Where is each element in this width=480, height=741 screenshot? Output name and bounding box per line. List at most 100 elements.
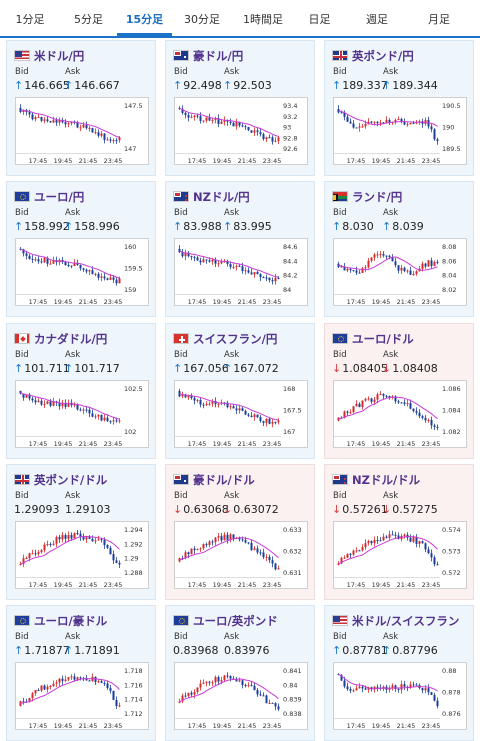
candle-body	[208, 681, 211, 683]
rate-card[interactable]: 英ポンド/ドル Bid Ask 1.29093 1.29103 17:45 19:45 21:…	[6, 464, 156, 600]
price-chart[interactable]: 17:45 19:45 21:45 23:45 0.633 0.632 0.631	[174, 521, 308, 589]
x-tick-label: 21:45	[79, 157, 98, 165]
price-chart[interactable]: 17:45 19:45 21:45 23:45 8.08 8.06 8.04 8.02	[333, 238, 467, 306]
candle-body	[265, 277, 268, 279]
candle-body	[277, 706, 280, 710]
pair-name[interactable]: 豪ドル/ドル	[193, 473, 255, 487]
bid-label: Bid	[333, 491, 347, 501]
price-chart[interactable]: 17:45 19:45 21:45 23:45 0.574 0.573 0.572	[333, 521, 467, 589]
up-arrow-icon: ↑	[64, 362, 74, 375]
candle-body	[220, 680, 223, 682]
rate-card[interactable]: ユーロ/円 Bid Ask ↑158.992 ↑158.996 17:45 19:45 21:…	[6, 181, 156, 317]
pair-name[interactable]: 豪ドル/円	[193, 49, 244, 63]
ask-label: Ask	[383, 632, 399, 642]
candle-body	[352, 690, 355, 692]
price-chart[interactable]: 17:45 19:45 21:45 23:45 93.4 93.2 93 92.8 92.6	[174, 97, 308, 165]
price-chart[interactable]: 17:45 19:45 21:45 23:45 168 167.5 167	[174, 380, 308, 448]
price-chart[interactable]: 17:45 19:45 21:45 23:45 1.294 1.292 1.29 1.288	[15, 521, 149, 589]
x-tick-label: 23:45	[104, 581, 123, 589]
candle-body	[208, 541, 211, 545]
price-chart[interactable]: 17:45 19:45 21:45 23:45 190.5 190 189.5	[333, 97, 467, 165]
rate-card[interactable]: 英ポンド/円 Bid Ask ↑189.337 ↑189.344 17:45 19:45 21…	[324, 40, 474, 176]
candle-body	[235, 122, 238, 127]
rate-card[interactable]: ユーロ/ドル Bid Ask ↓1.08405 ↓1.08408 17:45 19:45 21…	[324, 323, 474, 459]
tab-5[interactable]: 1時間足	[243, 13, 283, 26]
pair-name[interactable]: スイスフラン/円	[193, 332, 278, 346]
rate-card[interactable]: スイスフラン/円 Bid Ask ↑167.056 ↑167.072 17:45 19:45…	[165, 323, 315, 459]
price-chart[interactable]: 17:45 19:45 21:45 23:45 1.718 1.716 1.714 1.712	[15, 662, 149, 730]
rate-card[interactable]: 米ドル/円 Bid Ask ↑146.665 ↑146.667 17:45 19:45 21:…	[6, 40, 156, 176]
rate-card[interactable]: 豪ドル/円 Bid Ask ↑92.498 ↑92.503 17:45 19:45 21:45…	[165, 40, 315, 176]
pair-name[interactable]: 英ポンド/ドル	[34, 473, 108, 487]
rate-card[interactable]: 豪ドル/ドル Bid Ask ↓0.63068 ↓0.63072 17:45 19:45 21…	[165, 464, 315, 600]
price-chart[interactable]: 17:45 19:45 21:45 23:45 84.6 84.4 84.2 84	[174, 238, 308, 306]
pair-name[interactable]: ユーロ/円	[34, 190, 85, 204]
up-arrow-icon: ↑	[14, 220, 24, 233]
ask-number: 0.87796	[392, 644, 438, 657]
candle-body	[43, 685, 46, 690]
rate-card[interactable]: NZドル/ドル Bid Ask ↓0.57261 ↓0.57275 17:45 19:45 2…	[324, 464, 474, 600]
candle-body	[52, 260, 55, 264]
rate-card[interactable]: ランド/円 Bid Ask ↑8.030 ↑8.039 17:45 19:45 21:45 23…	[324, 181, 474, 317]
candle-body	[271, 702, 274, 704]
candlestick-chart: 17:45 19:45 21:45 23:45 0.88 0.878 0.876	[334, 667, 461, 730]
pair-name[interactable]: 英ポンド/円	[352, 49, 414, 63]
candle-body	[244, 540, 247, 543]
candle-body	[79, 533, 82, 538]
x-tick-label: 21:45	[397, 722, 416, 730]
price-chart[interactable]: 17:45 19:45 21:45 23:45 0.88 0.878 0.876	[333, 662, 467, 730]
bid-number: 167.056	[183, 362, 229, 375]
pair-name[interactable]: NZドル/円	[193, 190, 250, 204]
tab-3[interactable]: 15分足	[117, 0, 172, 36]
candle-body	[349, 689, 352, 691]
price-chart[interactable]: 17:45 19:45 21:45 23:45 160 159.5 159	[15, 238, 149, 306]
pair-name[interactable]: ユーロ/豪ドル	[34, 614, 108, 628]
candle-body	[187, 395, 190, 398]
tab-2[interactable]: 5分足	[74, 13, 103, 26]
price-chart[interactable]: 17:45 19:45 21:45 23:45 0.841 0.84 0.839 0.838	[174, 662, 308, 730]
pair-name[interactable]: カナダドル/円	[34, 332, 108, 346]
candle-body	[37, 259, 40, 262]
tab-7[interactable]: 週足	[366, 13, 388, 26]
rate-card[interactable]: 米ドル/スイスフラン Bid Ask ↑0.87781 ↑0.87796 17:45 19:…	[324, 605, 474, 741]
ask-number: 189.344	[392, 79, 438, 92]
candle-body	[256, 414, 259, 418]
rate-card[interactable]: ユーロ/豪ドル Bid Ask ↑1.71877 ↑1.71891 17:45 19:45 2…	[6, 605, 156, 741]
candle-body	[262, 134, 265, 140]
pair-name[interactable]: 米ドル/スイスフラン	[352, 614, 460, 628]
candle-body	[385, 395, 388, 397]
rate-card[interactable]: NZドル/円 Bid Ask ↑83.988 ↑83.995 17:45 19:45 21:4…	[165, 181, 315, 317]
price-chart[interactable]: 17:45 19:45 21:45 23:45 147.5 147	[15, 97, 149, 165]
candle-body	[247, 270, 250, 273]
moving-average-line	[20, 677, 120, 705]
candle-body	[364, 123, 367, 127]
rate-card[interactable]: カナダドル/円 Bid Ask ↑101.711 ↑101.717 17:45 19:45 2…	[6, 323, 156, 459]
up-arrow-icon: ↑	[173, 362, 183, 375]
ask-value: ↑167.072	[223, 362, 279, 375]
pair-name[interactable]: 米ドル/円	[34, 49, 85, 63]
tab-4[interactable]: 30分足	[184, 13, 220, 26]
rate-card[interactable]: ユーロ/英ポンド Bid Ask 0.83968 0.83976 17:45 19:45 21…	[165, 605, 315, 741]
candle-body	[259, 417, 262, 422]
candle-body	[256, 272, 259, 275]
down-arrow-icon: ↓	[332, 362, 342, 375]
candle-body	[403, 121, 406, 125]
pair-name[interactable]: NZドル/ドル	[352, 473, 421, 487]
tab-1[interactable]: 1分足	[15, 13, 45, 26]
tab-8[interactable]: 月足	[428, 13, 450, 26]
pair-name[interactable]: ユーロ/ドル	[352, 332, 414, 346]
candle-body	[352, 550, 355, 555]
candle-body	[103, 539, 106, 546]
candle-body	[184, 695, 187, 697]
x-tick-label: 23:45	[422, 157, 441, 165]
price-chart[interactable]: 17:45 19:45 21:45 23:45 102.5 102	[15, 380, 149, 448]
x-tick-label: 17:45	[29, 581, 48, 589]
candle-body	[277, 420, 280, 423]
candle-body	[229, 263, 232, 268]
pair-name[interactable]: ユーロ/英ポンド	[193, 614, 278, 628]
pair-name[interactable]: ランド/円	[352, 190, 403, 204]
tab-6[interactable]: 日足	[308, 13, 331, 26]
price-chart[interactable]: 17:45 19:45 21:45 23:45 1.086 1.084 1.082	[333, 380, 467, 448]
candle-body	[424, 543, 427, 550]
flag-icon	[173, 615, 189, 626]
